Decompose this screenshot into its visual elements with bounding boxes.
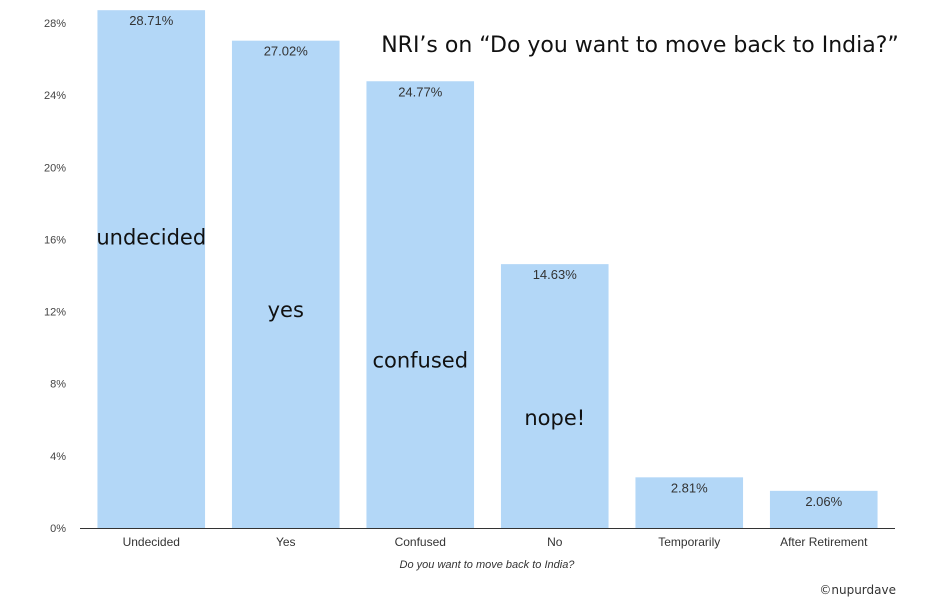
y-tick-label: 24% (44, 90, 66, 102)
bar (500, 264, 609, 528)
bar-value-label: 2.81% (671, 480, 708, 495)
bar (97, 10, 206, 529)
bar-value-label: 24.77% (398, 84, 443, 99)
credit-text: ©nupurdave (819, 583, 896, 597)
chart-title: NRI’s on “Do you want to move back to In… (381, 33, 899, 58)
x-tick-label: Yes (276, 535, 296, 549)
x-axis-label: Do you want to move back to India? (400, 559, 576, 571)
bar-value-label: 2.06% (805, 494, 842, 509)
x-tick-label: Temporarily (658, 535, 720, 549)
bar-annotation: confused (372, 348, 468, 372)
bar-value-label: 28.71% (129, 13, 174, 28)
bar (769, 490, 878, 528)
bar-annotation: yes (268, 298, 304, 322)
bar-value-label: 27.02% (264, 44, 309, 59)
y-tick-label: 12% (44, 307, 66, 319)
bar-value-label: 14.63% (533, 267, 578, 282)
bar (231, 40, 340, 529)
bar (635, 477, 744, 528)
y-tick-label: 0% (50, 523, 66, 535)
x-tick-label: No (547, 535, 563, 549)
x-tick-label: Confused (395, 535, 446, 549)
bar (366, 81, 475, 528)
y-tick-label: 4% (50, 451, 66, 463)
bar-annotation: nope! (524, 406, 585, 430)
x-tick-label: Undecided (123, 535, 180, 549)
y-tick-label: 20% (44, 162, 66, 174)
y-tick-label: 28% (44, 18, 66, 30)
bar-annotation: undecided (96, 226, 206, 250)
y-tick-label: 16% (44, 234, 66, 246)
y-tick-label: 8% (50, 379, 66, 391)
x-tick-label: After Retirement (780, 535, 868, 549)
